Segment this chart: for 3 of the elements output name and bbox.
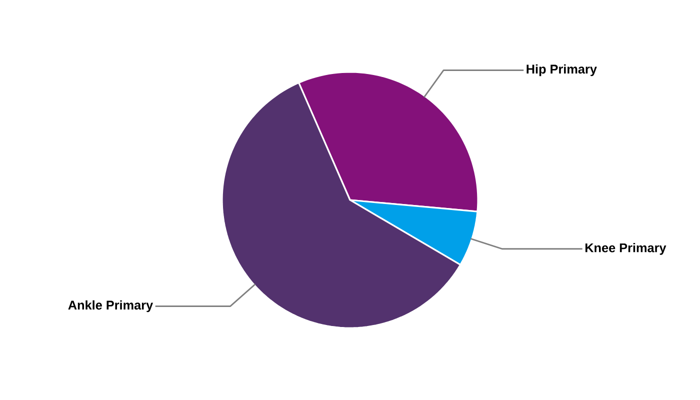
slice-label: Ankle Primary: [68, 300, 154, 312]
slice-label: Knee Primary: [585, 243, 666, 255]
slice-label: Hip Primary: [526, 64, 597, 76]
